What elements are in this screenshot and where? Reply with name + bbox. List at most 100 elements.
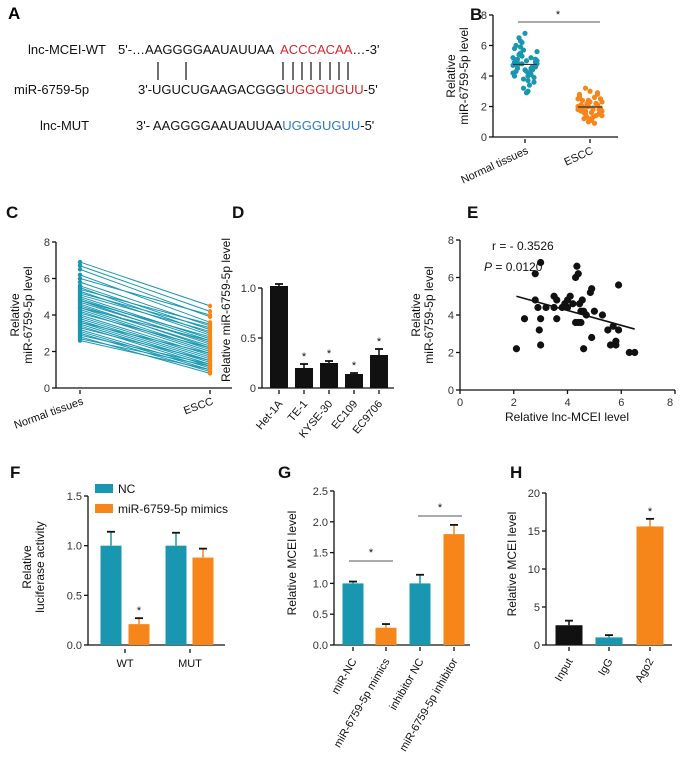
data-point-escc (207, 345, 213, 351)
seq-label-mir: miR-6759-5p (14, 82, 90, 97)
x-tick-label: Normal tissues (459, 145, 530, 187)
data-point-normal (77, 263, 83, 268)
significance-star: * (137, 605, 142, 617)
y-axis-label: Relative (444, 54, 458, 98)
data-point-normal (77, 298, 83, 303)
y-tick-label: 2 (448, 348, 454, 360)
paired-line (79, 318, 211, 360)
x-tick-label: 2 (511, 397, 517, 409)
seq-label-mut: lnc-MUT (40, 118, 90, 133)
data-point (614, 281, 623, 289)
data-point-normal (77, 279, 83, 285)
x-tick-label: miR-NC (330, 656, 360, 696)
paired-line (79, 299, 211, 338)
panel-label: D (232, 203, 244, 222)
y-tick-label: 1.0 (67, 541, 82, 553)
x-tick-label: Het-1A (254, 398, 286, 432)
paired-line (79, 338, 211, 367)
data-point (631, 348, 639, 357)
data-point (537, 315, 545, 323)
significance-star: * (302, 351, 307, 363)
data-point (569, 300, 577, 308)
paired-line (79, 321, 211, 354)
significance-star: * (438, 502, 443, 514)
data-point (588, 285, 596, 293)
data-point (580, 345, 588, 353)
y-axis-label: miR-6759-5p level (21, 266, 35, 363)
data-point-escc (207, 321, 213, 327)
x-tick-label: ESCC (562, 145, 595, 169)
y-tick-label: 2 (44, 347, 50, 359)
paired-line (79, 274, 211, 323)
y-axis-label: miR-6759-5p level (422, 266, 436, 363)
data-point (582, 85, 589, 91)
data-point (590, 106, 596, 113)
data-point (604, 326, 612, 334)
data-point (594, 91, 601, 97)
data-point (516, 35, 522, 41)
bar (636, 526, 664, 645)
data-point-escc (207, 334, 213, 340)
y-tick-label: 4 (44, 310, 50, 322)
data-point-escc (207, 309, 213, 314)
panel-label: B (470, 5, 482, 24)
x-tick-label: 6 (618, 397, 624, 409)
data-point (526, 70, 533, 76)
data-point (529, 64, 536, 70)
p-text: = 0.0120 (492, 260, 543, 274)
seq-wt-suffix: …-3' (352, 42, 380, 57)
data-point (537, 258, 545, 267)
data-point-escc (207, 312, 213, 318)
data-point (578, 296, 586, 304)
x-tick-label: 8 (667, 397, 673, 409)
paired-line (79, 301, 211, 343)
data-point-escc (207, 358, 213, 363)
y-tick-label: 20 (528, 488, 540, 500)
data-point (591, 120, 598, 126)
bar (375, 627, 397, 645)
y-tick-label: 0 (448, 385, 454, 397)
bar (345, 374, 363, 388)
paired-line (79, 307, 211, 351)
data-point (599, 108, 605, 114)
paired-line (79, 334, 211, 365)
bar (443, 534, 465, 645)
x-axis-label: Relative lnc-MCEI level (505, 410, 629, 424)
significance-star: * (327, 348, 332, 360)
data-point (612, 341, 620, 349)
paired-line (79, 340, 211, 371)
paired-line (79, 294, 211, 332)
bar (165, 545, 187, 645)
bar (370, 355, 388, 388)
data-point-normal (77, 276, 83, 281)
x-tick-label: ESCC (182, 396, 215, 418)
y-axis-label: luciferase activity (33, 521, 47, 612)
data-point (576, 94, 583, 100)
x-tick-label: Normal tissues (13, 395, 86, 431)
paired-line (79, 296, 211, 340)
data-point (606, 341, 615, 349)
data-point-normal (77, 272, 83, 278)
panel-label-a: A (8, 4, 21, 23)
data-point-normal (77, 305, 83, 310)
x-tick-label: Input (553, 657, 576, 684)
y-tick-label: 0.5 (313, 609, 328, 621)
data-point (534, 303, 542, 312)
y-tick-label: 4 (448, 310, 454, 322)
y-axis-label: Relative (20, 545, 34, 589)
x-tick-label: IgG (596, 657, 615, 678)
r-value: r = - 0.3526 (492, 239, 554, 253)
data-point (587, 88, 593, 94)
data-point (553, 296, 561, 304)
y-tick-label: 2.5 (313, 486, 328, 498)
y-tick-label: 8 (481, 10, 487, 22)
y-axis-label: Relative (409, 293, 423, 337)
x-tick-label: 4 (564, 397, 570, 409)
data-point (534, 58, 540, 64)
data-point-normal (77, 320, 83, 325)
p-label: P (484, 260, 492, 274)
seq-wt: 5'-…AAGGGGAAUAUUAA ACCCACAA…-3' (118, 42, 379, 57)
data-point-escc (207, 325, 213, 330)
seq-label-wt: lnc-MCEI-WT (28, 42, 106, 57)
data-point-normal (77, 338, 83, 343)
